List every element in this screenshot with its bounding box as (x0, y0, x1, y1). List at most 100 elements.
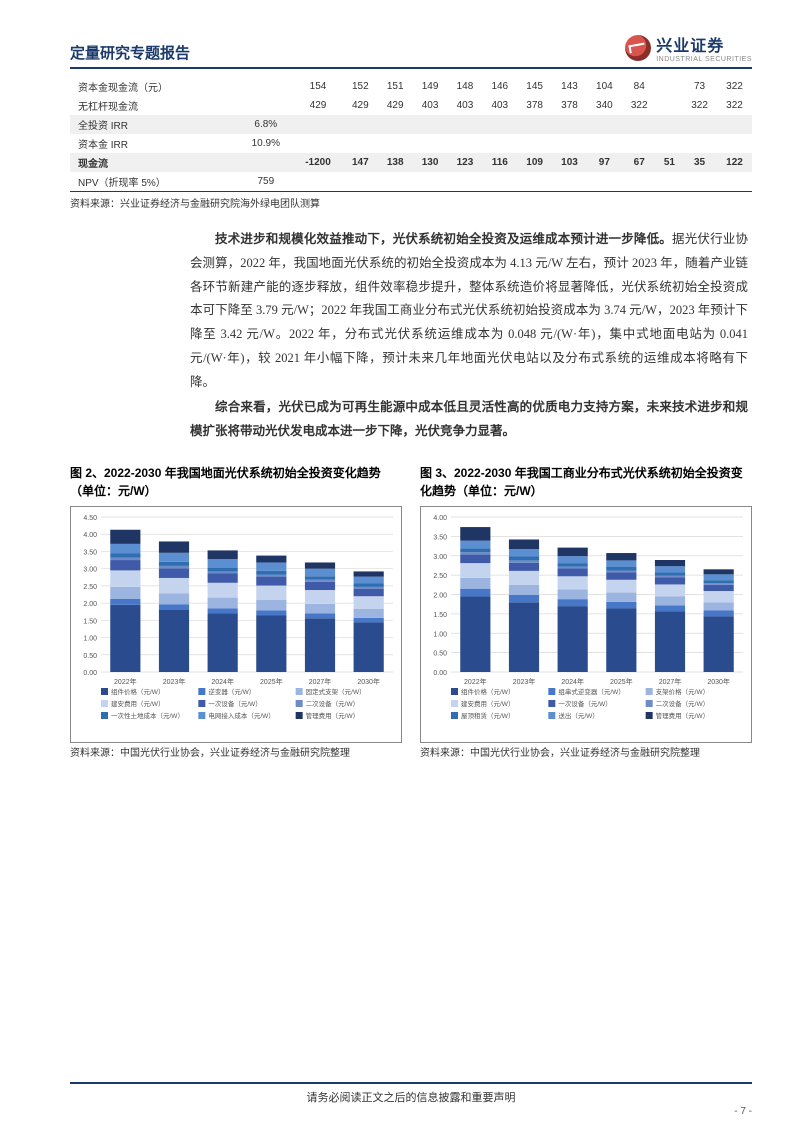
table-cell: 322 (622, 96, 657, 115)
svg-text:二次设备（元/W）: 二次设备（元/W） (306, 699, 359, 708)
table-cell (239, 77, 294, 96)
table-cell (717, 172, 752, 191)
table-cell (622, 134, 657, 153)
logo-en: INDUSTRIAL SECURITIES (656, 56, 752, 63)
table-cell (622, 115, 657, 134)
table-cell (517, 115, 552, 134)
svg-text:2.50: 2.50 (433, 573, 447, 580)
table-bottom-rule (70, 191, 752, 192)
table-cell (717, 115, 752, 134)
table-cell: 10.9% (239, 134, 294, 153)
svg-text:4.00: 4.00 (433, 515, 447, 522)
svg-text:3.00: 3.00 (83, 566, 97, 573)
svg-text:2030年: 2030年 (357, 677, 380, 686)
table-cell (448, 134, 483, 153)
table-cell (239, 153, 294, 172)
table-cell (587, 115, 622, 134)
table-cell (552, 172, 587, 191)
table-cell: 122 (717, 153, 752, 172)
table-cell (343, 134, 378, 153)
svg-text:2.00: 2.00 (433, 592, 447, 599)
table-cell (657, 96, 682, 115)
table-cell (682, 134, 717, 153)
table-cell (587, 172, 622, 191)
svg-text:组件价格（元/W）: 组件价格（元/W） (111, 687, 164, 696)
logo-cn: 兴业证券 (656, 32, 752, 56)
table-cell (622, 172, 657, 191)
table-cell (482, 172, 517, 191)
svg-text:0.50: 0.50 (433, 650, 447, 657)
svg-text:屋顶租赁（元/W）: 屋顶租赁（元/W） (461, 711, 514, 720)
svg-text:2023年: 2023年 (513, 677, 536, 686)
svg-text:2022年: 2022年 (464, 677, 487, 686)
svg-text:建安费用（元/W）: 建安费用（元/W） (461, 699, 514, 708)
page-header: 定量研究专题报告 兴业证券 INDUSTRIAL SECURITIES (70, 32, 752, 69)
charts-row: 图 2、2022-2030 年我国地面光伏系统初始全投资变化趋势（单位：元/W）… (70, 464, 752, 761)
table-cell: 97 (587, 153, 622, 172)
svg-text:2025年: 2025年 (610, 677, 633, 686)
svg-text:0.00: 0.00 (83, 670, 97, 677)
table-cell (343, 115, 378, 134)
chart-left-frame: 0.000.501.001.502.002.503.003.504.004.50… (70, 506, 402, 743)
table-cell: 146 (482, 77, 517, 96)
table-cell: 154 (293, 77, 343, 96)
chart-left-title: 图 2、2022-2030 年我国地面光伏系统初始全投资变化趋势（单位：元/W） (70, 464, 402, 502)
table-cell: 322 (682, 96, 717, 115)
table-cell: 403 (482, 96, 517, 115)
table-cell: 130 (413, 153, 448, 172)
table-cell (657, 172, 682, 191)
chart-right-cell: 图 3、2022-2030 年我国工商业分布式光伏系统初始全投资变化趋势（单位：… (420, 464, 752, 761)
table-source: 资料来源：兴业证券经济与金融研究院海外绿电团队测算 (70, 195, 752, 210)
table-cell: 340 (587, 96, 622, 115)
table-cell (482, 134, 517, 153)
p2: 综合来看，光伏已成为可再生能源中成本低且灵活性高的优质电力支持方案，未来技术进步… (190, 396, 748, 444)
svg-text:0.50: 0.50 (83, 653, 97, 660)
svg-text:一次设备（元/W）: 一次设备（元/W） (208, 699, 261, 708)
table-cell (343, 172, 378, 191)
svg-text:2030年: 2030年 (707, 677, 730, 686)
table-cell: 138 (378, 153, 413, 172)
table-cell: 152 (343, 77, 378, 96)
table-cell: 151 (378, 77, 413, 96)
table-cell: 429 (378, 96, 413, 115)
svg-text:送出（元/W）: 送出（元/W） (558, 711, 598, 720)
table-cell: 109 (517, 153, 552, 172)
svg-text:4.50: 4.50 (83, 515, 97, 522)
chart-right-frame: 0.000.501.001.502.002.503.003.504.002022… (420, 506, 752, 743)
svg-text:组件价格（元/W）: 组件价格（元/W） (461, 687, 514, 696)
svg-text:2027年: 2027年 (309, 677, 332, 686)
table-cell (517, 172, 552, 191)
table-cell: 759 (239, 172, 294, 191)
table-cell: 378 (552, 96, 587, 115)
table-cell: 403 (413, 96, 448, 115)
table-row-label: 现金流 (70, 153, 239, 172)
table-cell: 322 (717, 77, 752, 96)
table-cell: 35 (682, 153, 717, 172)
table-cell (657, 134, 682, 153)
footer-text: 请务必阅读正文之后的信息披露和重要声明 (70, 1084, 752, 1105)
svg-text:1.00: 1.00 (83, 635, 97, 642)
table-cell (378, 134, 413, 153)
table-cell: 149 (413, 77, 448, 96)
table-cell (682, 115, 717, 134)
table-cell: -1200 (293, 153, 343, 172)
table-cell: 148 (448, 77, 483, 96)
table-cell: 123 (448, 153, 483, 172)
table-cell (293, 172, 343, 191)
chart-right-source: 资料来源：中国光伏行业协会，兴业证券经济与金融研究院整理 (420, 747, 752, 761)
chart-left-cell: 图 2、2022-2030 年我国地面光伏系统初始全投资变化趋势（单位：元/W）… (70, 464, 402, 761)
table-cell: 147 (343, 153, 378, 172)
table-cell (682, 172, 717, 191)
svg-text:3.50: 3.50 (433, 534, 447, 541)
table-cell: 322 (717, 96, 752, 115)
table-cell: 429 (293, 96, 343, 115)
page-footer: 请务必阅读正文之后的信息披露和重要声明 - 7 - (70, 1082, 752, 1105)
table-cell (448, 172, 483, 191)
table-cell (293, 115, 343, 134)
page-number: - 7 - (734, 1106, 752, 1117)
table-cell (587, 134, 622, 153)
svg-text:固定式支架（元/W）: 固定式支架（元/W） (306, 687, 366, 696)
table-cell (378, 172, 413, 191)
table-cell (413, 115, 448, 134)
table-cell (482, 115, 517, 134)
